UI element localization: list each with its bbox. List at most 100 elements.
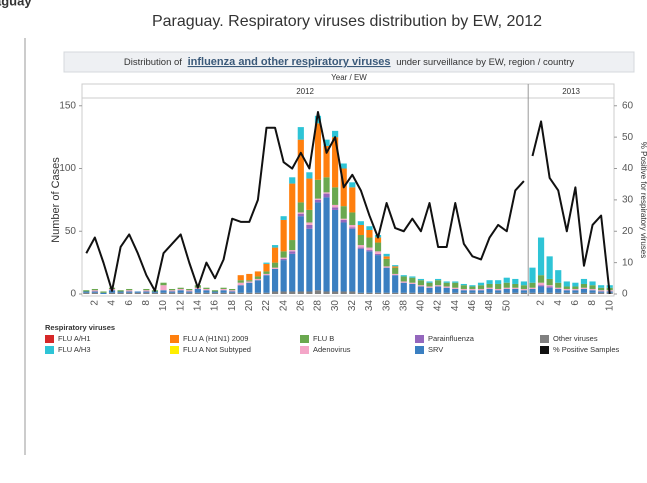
bar-segment: [374, 255, 382, 293]
bar-segment: [306, 178, 313, 210]
bar-segment: [237, 292, 244, 294]
bar-segment: [374, 253, 382, 256]
bar-segment: [340, 218, 347, 220]
bar-segment: [151, 291, 159, 293]
bar-segment: [366, 226, 373, 230]
bar-segment: [91, 288, 98, 291]
bar-segment: [263, 263, 270, 272]
bar-segment: [177, 288, 184, 291]
bar-segment: [323, 291, 330, 294]
bar-segment: [537, 292, 545, 294]
x-group-label: 2012: [296, 87, 314, 96]
bar-segment: [563, 288, 570, 291]
bar-segment: [426, 281, 433, 283]
bar-segment: [598, 287, 605, 291]
bar-segment: [443, 287, 450, 293]
bar-segment: [460, 292, 467, 294]
bar-segment: [417, 292, 425, 294]
bar-segment: [160, 292, 167, 294]
bar-segment: [349, 224, 356, 228]
bar-segment: [314, 179, 322, 199]
bar-segment: [460, 285, 467, 289]
legend-swatch: [170, 335, 179, 343]
bar-segment: [143, 288, 150, 291]
bar-segment: [246, 281, 253, 283]
bar-segment: [91, 290, 98, 292]
x-tick-label: 8: [587, 300, 598, 306]
bar-segment: [306, 291, 313, 294]
bar-segment: [280, 257, 287, 259]
bar-segment: [357, 245, 364, 248]
bar-segment: [546, 256, 553, 279]
bar-segment: [357, 221, 364, 225]
bar-segment: [529, 267, 536, 283]
y-tick-label: 150: [59, 100, 76, 111]
bar-segment: [237, 282, 244, 286]
bar-segment: [460, 288, 467, 291]
bar-segment: [426, 282, 433, 287]
bar-segment: [263, 275, 270, 293]
legend-swatch: [300, 335, 309, 343]
bar-segment: [546, 286, 553, 288]
bar-segment: [186, 288, 193, 291]
bar-segment: [143, 291, 150, 293]
bar-segment: [254, 280, 261, 293]
x-tick-label: 12: [175, 300, 186, 312]
x-tick-label: 2: [90, 300, 101, 306]
bar-segment: [306, 209, 313, 223]
x-tick-label: 40: [416, 300, 427, 312]
bar-segment: [580, 287, 588, 289]
bar-segment: [169, 291, 176, 293]
chart-subtitle: Distribution of influenza and other resp…: [124, 56, 575, 68]
bar-segment: [314, 202, 322, 291]
bar-segment: [332, 130, 339, 138]
bar-segment: [332, 204, 339, 208]
bar-segment: [400, 281, 407, 283]
bar-segment: [572, 286, 579, 289]
bar-segment: [332, 209, 339, 292]
x-tick-label: 16: [210, 300, 221, 312]
bar-segment: [314, 115, 322, 124]
x-tick-label: 20: [244, 300, 255, 312]
x-tick-label: 24: [278, 300, 289, 312]
bar-segment: [177, 292, 184, 294]
bar-segment: [486, 288, 493, 293]
bar-segment: [477, 288, 485, 291]
bar-segment: [469, 292, 476, 294]
bar-segment: [211, 292, 219, 294]
bar-segment: [529, 292, 536, 294]
bar-segment: [323, 145, 330, 178]
bar-segment: [306, 224, 313, 229]
bar-segment: [143, 290, 150, 292]
bar-segment: [340, 219, 347, 223]
bar-segment: [237, 285, 244, 293]
legend-label: FLU B: [313, 334, 334, 343]
bar-segment: [477, 285, 485, 289]
bar-segment: [323, 193, 330, 198]
bar-segment: [220, 288, 227, 291]
bar-segment: [417, 278, 425, 281]
x-tick-label: 48: [484, 300, 495, 312]
bar-segment: [529, 287, 536, 289]
legend-swatch: [415, 335, 424, 343]
bar-segment: [134, 292, 141, 294]
bar-segment: [289, 240, 296, 251]
bar-segment: [160, 290, 167, 293]
bar-segment: [254, 271, 261, 277]
bar-segment: [537, 275, 545, 283]
bar-segment: [366, 250, 373, 252]
bar-segment: [572, 290, 579, 293]
bar-segment: [229, 291, 236, 293]
bar-segment: [417, 286, 425, 293]
y2-tick-label: 50: [622, 132, 634, 143]
bar-segment: [392, 266, 399, 268]
bar-segment: [186, 291, 193, 293]
bar-segment: [400, 275, 407, 277]
bar-segment: [589, 292, 596, 294]
bar-segment: [452, 281, 459, 283]
bar-segment: [340, 222, 347, 292]
bar-segment: [263, 273, 270, 276]
bar-segment: [495, 290, 502, 293]
bar-segment: [332, 291, 339, 294]
